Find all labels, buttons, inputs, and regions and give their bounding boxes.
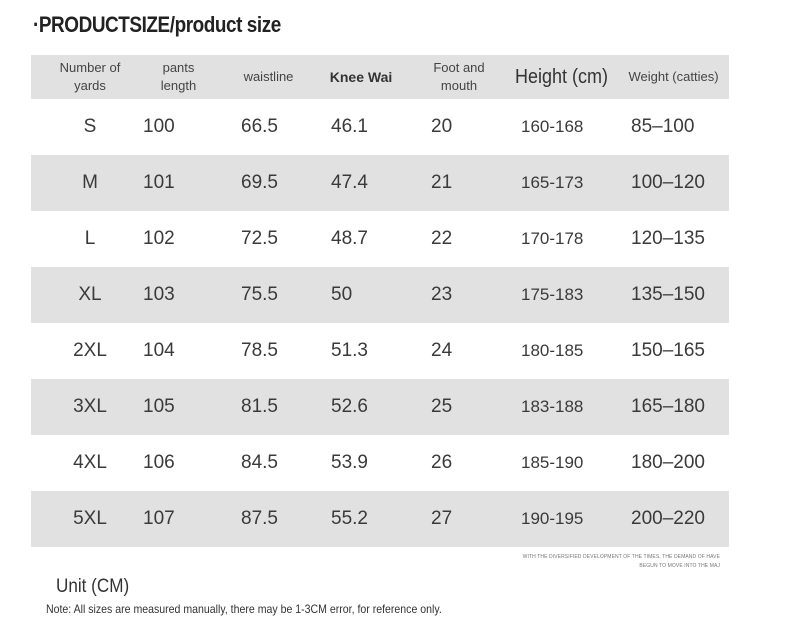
cell-weight: 200–220	[631, 508, 705, 529]
header-knee: Knee Wai	[329, 68, 393, 85]
header-weight: Weight (catties)	[628, 69, 719, 85]
size-table: Number of yards pants length waistline K…	[31, 55, 729, 547]
cell-size: 4XL	[73, 452, 107, 473]
cell-weight: 100–120	[631, 172, 705, 193]
cell-pants-length: 105	[143, 396, 175, 417]
table-row: 3XL 105 81.5 52.6 25 183-188 165–180	[31, 379, 729, 435]
cell-weight: 135–150	[631, 284, 705, 305]
cell-pants-length: 104	[143, 340, 175, 361]
cell-knee: 53.9	[331, 452, 368, 473]
cell-knee: 50	[331, 284, 353, 305]
cell-foot: 26	[431, 452, 453, 473]
cell-knee: 46.1	[331, 116, 368, 137]
cell-weight: 85–100	[631, 116, 695, 137]
cell-height: 190-195	[521, 509, 584, 528]
fineprint-text: WITH THE DIVERSIFIED DEVELOPMENT OF THE …	[522, 554, 720, 569]
cell-foot: 21	[431, 172, 453, 193]
cell-knee: 52.6	[331, 396, 368, 417]
cell-height: 183-188	[521, 397, 584, 416]
table-row: L 102 72.5 48.7 22 170-178 120–135	[31, 211, 729, 267]
table-header-row: Number of yards pants length waistline K…	[31, 55, 729, 99]
cell-height: 180-185	[521, 341, 584, 360]
cell-foot: 23	[431, 284, 453, 305]
cell-foot: 27	[431, 508, 453, 529]
cell-waistline: 75.5	[241, 284, 278, 305]
cell-knee: 47.4	[331, 172, 368, 193]
cell-size: 2XL	[73, 340, 107, 361]
cell-foot: 24	[431, 340, 453, 361]
cell-foot: 25	[431, 396, 453, 417]
header-pants-length: pants length	[160, 60, 197, 93]
header-waistline: waistline	[243, 69, 294, 85]
cell-size: 3XL	[73, 396, 107, 417]
cell-height: 185-190	[521, 453, 584, 472]
cell-weight: 165–180	[631, 396, 705, 417]
cell-waistline: 69.5	[241, 172, 278, 193]
cell-weight: 120–135	[631, 228, 705, 249]
cell-pants-length: 106	[143, 452, 175, 473]
table-row: 2XL 104 78.5 51.3 24 180-185 150–165	[31, 323, 729, 379]
cell-size: S	[83, 116, 97, 137]
cell-size: XL	[78, 284, 102, 305]
cell-size: 5XL	[73, 508, 107, 529]
note-text: Note: All sizes are measured manually, t…	[46, 602, 442, 616]
cell-height: 175-183	[521, 285, 584, 304]
cell-waistline: 78.5	[241, 340, 278, 361]
cell-weight: 150–165	[631, 340, 705, 361]
cell-knee: 55.2	[331, 508, 368, 529]
cell-height: 160-168	[521, 117, 584, 136]
cell-pants-length: 102	[143, 228, 175, 249]
cell-waistline: 84.5	[241, 452, 278, 473]
cell-pants-length: 103	[143, 284, 175, 305]
cell-foot: 22	[431, 228, 453, 249]
page-title: ·PRODUCTSIZE/product size	[33, 12, 281, 37]
header-size: Number of yards	[59, 60, 121, 93]
table-row: M 101 69.5 47.4 21 165-173 100–120	[31, 155, 729, 211]
unit-label: Unit (CM)	[56, 576, 130, 597]
table-row: S 100 66.5 46.1 20 160-168 85–100	[31, 99, 729, 155]
cell-pants-length: 100	[143, 116, 175, 137]
cell-pants-length: 101	[143, 172, 175, 193]
cell-waistline: 66.5	[241, 116, 278, 137]
table-row: 5XL 107 87.5 55.2 27 190-195 200–220	[31, 491, 729, 547]
table-body: S 100 66.5 46.1 20 160-168 85–100 M 101 69.5 47.4 2…	[31, 99, 729, 547]
cell-height: 170-178	[521, 229, 584, 248]
table-row: 4XL 106 84.5 53.9 26 185-190 180–200	[31, 435, 729, 491]
cell-foot: 20	[431, 116, 453, 137]
cell-weight: 180–200	[631, 452, 705, 473]
cell-knee: 51.3	[331, 340, 368, 361]
cell-height: 165-173	[521, 173, 584, 192]
cell-knee: 48.7	[331, 228, 368, 249]
cell-waistline: 81.5	[241, 396, 278, 417]
cell-waistline: 72.5	[241, 228, 278, 249]
header-height: Height (cm)	[514, 65, 609, 88]
cell-size: M	[82, 172, 98, 193]
cell-pants-length: 107	[143, 508, 175, 529]
cell-waistline: 87.5	[241, 508, 278, 529]
table-row: XL 103 75.5 50 23 175-183 135–150	[31, 267, 729, 323]
header-foot: Foot and mouth	[433, 60, 485, 93]
cell-size: L	[84, 228, 96, 249]
